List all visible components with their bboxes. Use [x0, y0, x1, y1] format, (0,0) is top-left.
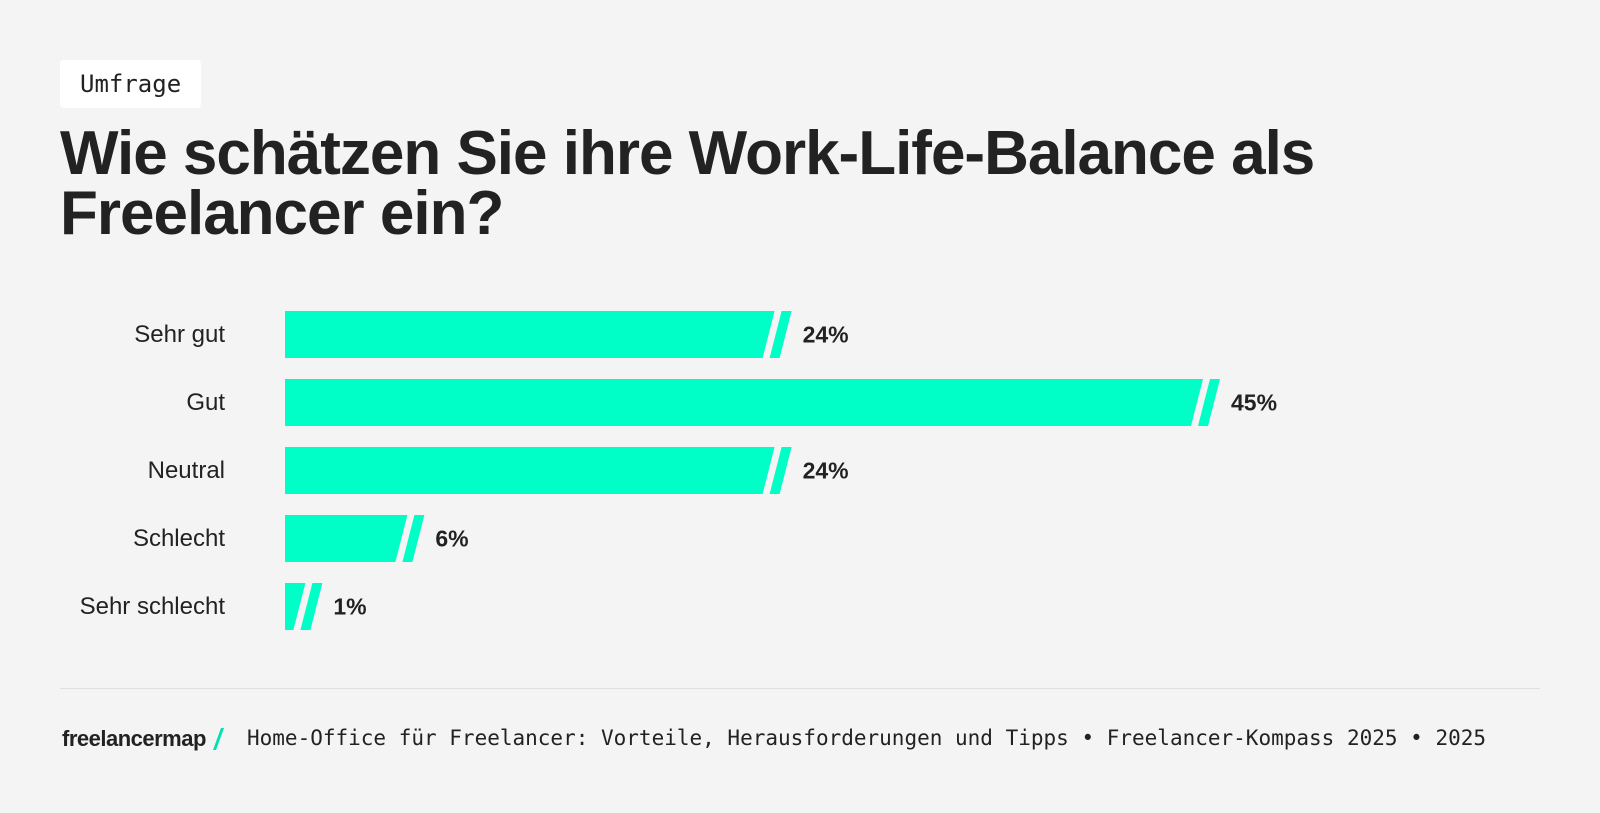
bar-stripe [1198, 379, 1220, 426]
value-label: 6% [435, 526, 468, 552]
divider [60, 688, 1540, 689]
category-label: Schlecht [133, 525, 225, 552]
bar-stripe [300, 583, 323, 630]
bar [285, 379, 1203, 426]
bar [285, 583, 306, 630]
category-label: Sehr schlecht [80, 593, 226, 620]
category-label: Gut [186, 389, 225, 416]
value-label: 24% [803, 458, 849, 484]
brand-logo: freelancermap [62, 726, 206, 751]
source: Home-Office für Freelancer: Vorteile, He… [247, 726, 1487, 750]
bar-stripe [769, 311, 792, 358]
category-label: Sehr gut [134, 321, 225, 348]
bar [285, 515, 408, 562]
bar [285, 311, 775, 358]
value-label: 24% [803, 322, 849, 348]
bar [285, 447, 775, 494]
value-label: 1% [333, 594, 366, 620]
category-label: Neutral [148, 457, 225, 484]
tag: Umfrage [60, 60, 202, 108]
bar-stripe [402, 515, 425, 562]
chart-title: Wie schätzen Sie ihre Work-Life-Balance … [60, 119, 1315, 248]
value-label: 45% [1231, 390, 1277, 416]
bar-stripe [769, 447, 792, 494]
